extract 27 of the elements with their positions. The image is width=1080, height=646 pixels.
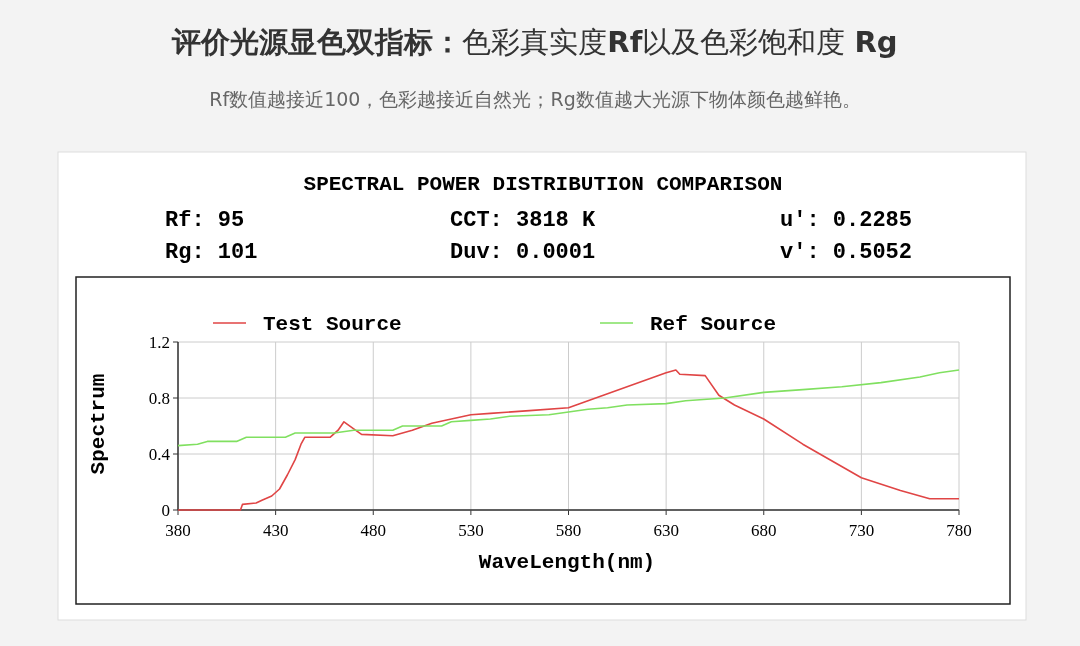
y-tick-label: 1.2 [148,333,170,352]
x-tick-label: 780 [946,521,972,540]
y-tick-label: 0 [161,501,170,520]
text: v': 0.5052 [780,240,913,265]
x-tick-label: 680 [751,521,777,540]
text: u': 0.2285 [780,208,913,233]
line-series [177,369,960,447]
legend-label: Ref Source [650,313,777,336]
x-axis-title: WaveLength(nm) [478,551,656,574]
x-tick-label: 380 [165,521,191,540]
text: Rf: 95 [165,208,245,233]
text: SPECTRAL POWER DISTRIBUTION COMPARISON [303,173,783,196]
x-tick-label: 480 [360,521,386,540]
text: Duv: 0.0001 [450,240,596,265]
y-tick-label: 0.8 [148,389,170,408]
x-tick-label: 430 [262,521,289,540]
legend-label: Test Source [263,313,402,336]
y-tick-label: 0.4 [148,445,171,464]
x-tick-label: 580 [555,521,582,540]
x-tick-label: 530 [458,521,484,540]
x-tick-label: 730 [848,521,875,540]
text: CCT: 3818 K [450,208,597,233]
chart-title: 评价光源显色双指标：色彩真实度Rf以及色彩饱和度 Rg [171,25,898,59]
y-axis-title: Spectrum [87,373,110,475]
text: Rg: 101 [165,240,258,265]
x-tick-label: 630 [653,521,679,540]
chart-subtitle: Rf数值越接近100，色彩越接近自然光；Rg数值越大光源下物体颜色越鲜艳。 [209,88,861,110]
